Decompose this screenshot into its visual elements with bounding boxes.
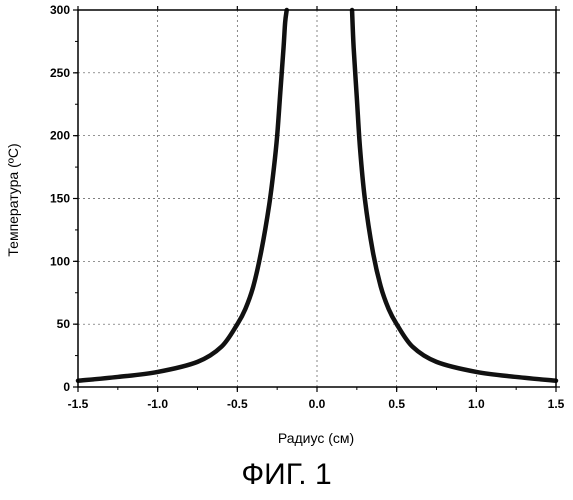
temperature-radius-chart: -1.5 -1.0 -0.5 0.0 0.5 1.0 1.5 0 50 100 150 200 250 3… [0, 0, 573, 460]
figure-caption: ФИГ. 1 [0, 458, 573, 492]
ticks: -1.5 -1.0 -0.5 0.0 0.5 1.0 1.5 0 50 100 150 200 250 3… [50, 3, 565, 411]
y-tick-label: 150 [50, 192, 70, 206]
y-tick-label: 100 [50, 254, 70, 268]
grid [78, 10, 556, 387]
y-tick-label: 0 [63, 380, 70, 394]
y-tick-label: 300 [50, 3, 70, 17]
x-tick-label: -1.5 [68, 397, 89, 411]
y-tick-label: 250 [50, 66, 70, 80]
y-tick-label: 50 [57, 317, 71, 331]
series-line-right [352, 10, 556, 381]
y-axis-label: Температура (ºС) [5, 143, 21, 256]
x-tick-label: 0.0 [309, 397, 326, 411]
x-axis-label: Радиус (см) [278, 430, 354, 446]
x-tick-label: 1.5 [548, 397, 565, 411]
y-tick-label: 200 [50, 129, 70, 143]
x-tick-label: -0.5 [227, 397, 248, 411]
series-line-left [78, 10, 287, 381]
x-tick-label: 1.0 [468, 397, 485, 411]
x-tick-label: 0.5 [388, 397, 405, 411]
x-tick-label: -1.0 [147, 397, 168, 411]
